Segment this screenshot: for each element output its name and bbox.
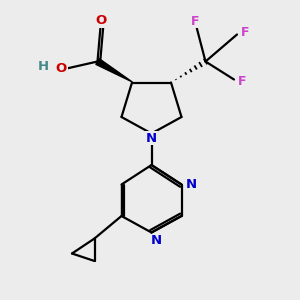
Text: H: H bbox=[37, 60, 49, 73]
Text: O: O bbox=[56, 62, 67, 75]
Text: F: F bbox=[191, 14, 199, 28]
Text: F: F bbox=[238, 75, 247, 88]
Text: O: O bbox=[95, 14, 107, 27]
Text: N: N bbox=[146, 131, 157, 145]
Polygon shape bbox=[96, 59, 132, 82]
Text: F: F bbox=[241, 26, 250, 39]
Text: N: N bbox=[185, 178, 197, 191]
Text: N: N bbox=[150, 234, 162, 248]
